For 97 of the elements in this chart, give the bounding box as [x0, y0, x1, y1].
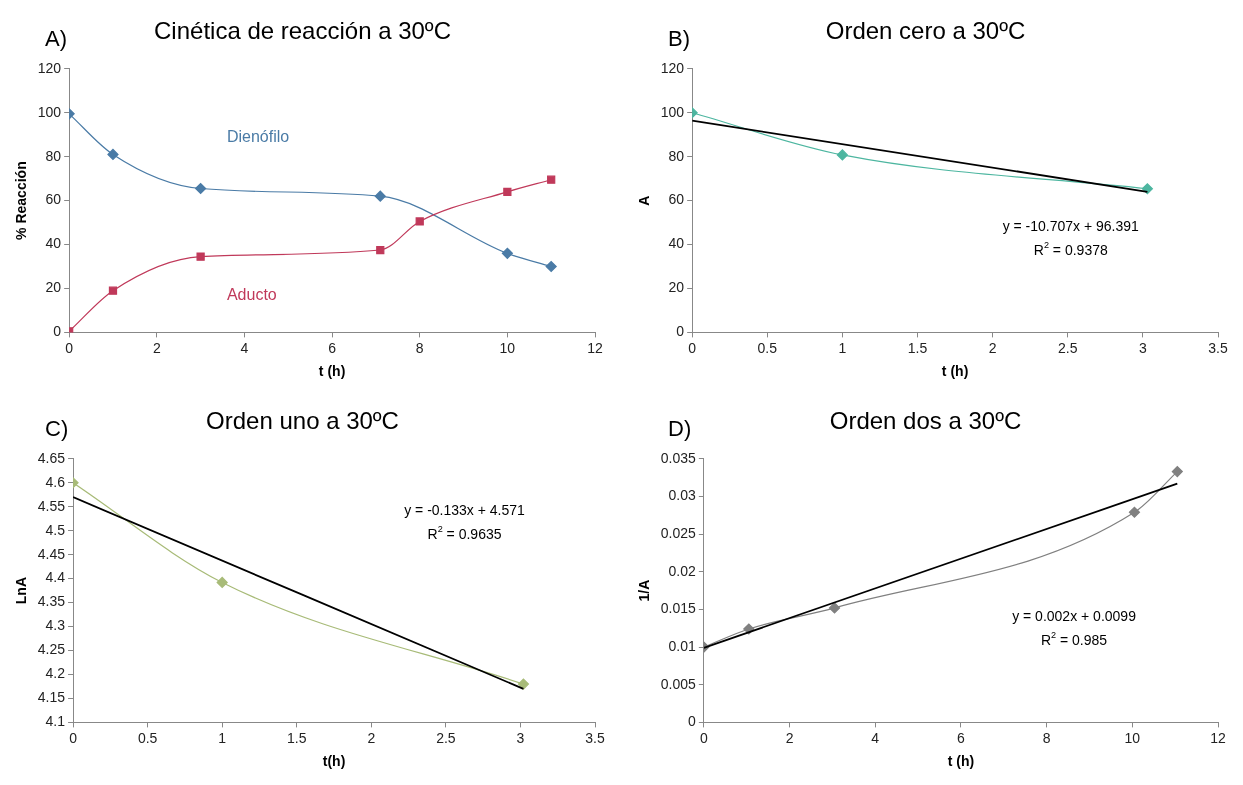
x-tick-label: 2 — [988, 339, 997, 356]
x-tick-label: 0.5 — [137, 729, 158, 746]
x-axis-title: t(h) — [322, 753, 346, 770]
y-tick-label: 0.005 — [660, 675, 697, 692]
y-tick-label: 120 — [37, 59, 62, 76]
x-tick-label: 2.5 — [436, 729, 456, 746]
point — [1128, 506, 1141, 518]
y-tick-label: 20 — [668, 279, 685, 296]
point — [503, 187, 512, 196]
y-tick-label: 0 — [53, 323, 62, 340]
y-axis-title: A — [636, 195, 653, 206]
y-tick-label: 120 — [660, 59, 685, 76]
x-tick-label: 6 — [957, 729, 966, 746]
x-tick-label: 4 — [871, 729, 880, 746]
point — [547, 175, 556, 184]
x-axis-title: t (h) — [941, 363, 969, 380]
x-tick-label: 1 — [838, 339, 847, 356]
point — [828, 602, 841, 614]
y-tick-label: 100 — [660, 103, 685, 120]
y-axis-title: 1/A — [636, 579, 653, 602]
x-tick-label: 4 — [240, 339, 249, 356]
y-axis-title: LnA — [13, 576, 30, 605]
y-tick-label: 4.35 — [37, 593, 66, 610]
y-tick-label: 0 — [688, 713, 697, 730]
x-tick-label: 6 — [328, 339, 337, 356]
y-axis-title: % Reacción — [13, 161, 30, 240]
y-tick-label: 100 — [37, 103, 62, 120]
x-tick-label: 2 — [367, 729, 376, 746]
annotation: y = -0.133x + 4.571 — [404, 502, 526, 519]
y-tick-label: 0.025 — [660, 524, 697, 541]
point — [107, 148, 119, 161]
chart-title: Orden uno a 30ºC — [206, 407, 399, 435]
y-tick-label: 4.5 — [45, 521, 66, 538]
y-tick-label: 0 — [676, 323, 685, 340]
chart-title: Orden dos a 30ºC — [829, 407, 1022, 435]
y-tick-label: 80 — [668, 147, 685, 164]
x-tick-label: 3.5 — [1208, 339, 1228, 356]
y-tick-label: 4.6 — [45, 473, 66, 490]
x-tick-label: 10 — [1124, 729, 1141, 746]
y-tick-label: 80 — [45, 147, 62, 164]
y-tick-label: 0.01 — [668, 637, 697, 654]
x-tick-label: 10 — [499, 339, 516, 356]
y-tick-label: 4.65 — [37, 449, 66, 466]
text: D) — [668, 416, 692, 442]
y-tick-label: 0.02 — [668, 562, 697, 579]
x-tick-label: 2 — [785, 729, 794, 746]
y-tick-label: 20 — [45, 279, 62, 296]
x-axis-title: t (h) — [947, 753, 975, 770]
point — [195, 182, 207, 195]
text: Dienófilo — [226, 127, 290, 145]
x-tick-label: 1 — [218, 729, 227, 746]
chart-title: Orden cero a 30ºC — [825, 17, 1026, 45]
y-tick-label: 4.3 — [45, 617, 66, 634]
x-tick-label: 3 — [516, 729, 525, 746]
annotation: y = 0.002x + 0.0099 — [1012, 607, 1137, 624]
x-tick-label: 8 — [1042, 729, 1051, 746]
y-tick-label: 0.035 — [660, 449, 697, 466]
y-tick-label: 40 — [45, 235, 62, 252]
y-tick-label: 60 — [45, 191, 62, 208]
x-tick-label: 12 — [587, 339, 603, 356]
y-tick-label: 4.45 — [37, 545, 66, 562]
y-tick-label: 0.03 — [668, 487, 697, 504]
point — [376, 245, 385, 255]
x-tick-label: 1.5 — [287, 729, 307, 746]
series-label: Aducto — [226, 285, 277, 303]
point — [415, 217, 424, 226]
point — [501, 247, 513, 259]
text: B) — [668, 26, 690, 52]
y-tick-label: 4.25 — [37, 641, 66, 658]
y-tick-label: 4.55 — [37, 497, 66, 514]
text: A) — [45, 26, 67, 52]
annotation: y = -10.707x + 96.391 — [1002, 217, 1140, 234]
point — [196, 252, 205, 261]
x-tick-label: 0 — [699, 729, 708, 746]
point — [374, 190, 386, 202]
x-tick-label: 2.5 — [1058, 339, 1078, 356]
y-tick-label: 4.4 — [45, 569, 66, 586]
text: C) — [45, 416, 69, 442]
chart-title: Cinética de reacción a 30ºC — [154, 17, 451, 45]
y-tick-label: 0.015 — [660, 600, 697, 617]
x-tick-label: 0.5 — [757, 339, 778, 356]
x-tick-label: 0 — [69, 729, 78, 746]
y-tick-label: 4.1 — [45, 713, 66, 730]
y-tick-label: 4.15 — [37, 689, 66, 706]
point — [545, 260, 557, 273]
x-tick-label: 3.5 — [585, 729, 605, 746]
y-tick-label: 60 — [668, 191, 685, 208]
x-tick-label: 3 — [1138, 339, 1147, 356]
x-tick-label: 2 — [152, 339, 161, 356]
x-tick-label: 12 — [1210, 729, 1226, 746]
y-tick-label: 40 — [668, 235, 685, 252]
x-axis-title: t (h) — [318, 363, 346, 380]
x-tick-label: 8 — [415, 339, 424, 356]
point — [1171, 466, 1183, 478]
y-tick-label: 4.2 — [45, 665, 66, 682]
point — [108, 286, 118, 295]
x-tick-label: 1.5 — [907, 339, 928, 356]
